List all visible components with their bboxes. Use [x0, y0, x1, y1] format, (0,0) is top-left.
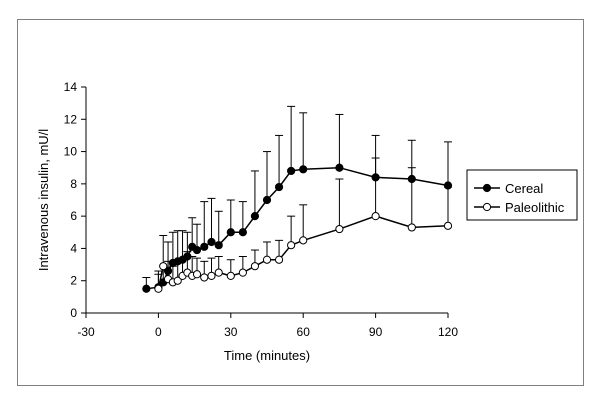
- y-tick-label: 14: [64, 80, 78, 94]
- paleolithic-point: [407, 223, 416, 232]
- cereal-point: [287, 166, 296, 176]
- cereal-point: [142, 284, 151, 293]
- cereal-point: [274, 182, 284, 192]
- paleolithic-point: [299, 236, 308, 245]
- cereal-point: [200, 242, 209, 251]
- x-tick-label: 0: [155, 325, 162, 339]
- paleolithic-point: [335, 224, 344, 234]
- paleolithic-point: [443, 221, 453, 230]
- cereal-point: [262, 195, 272, 205]
- paleolithic-point: [287, 241, 296, 250]
- y-tick-label: 10: [64, 145, 78, 159]
- y-tick-label: 12: [64, 112, 78, 126]
- series-lines: [146, 166, 449, 290]
- error-bars: [142, 105, 452, 289]
- legend-box: [466, 169, 578, 221]
- y-tick-label: 4: [70, 241, 77, 255]
- paleolithic-point: [250, 262, 260, 271]
- paleolithic-point: [371, 212, 380, 221]
- cereal-series-line: [146, 166, 449, 290]
- x-axis-title: Time (minutes): [224, 348, 310, 363]
- y-tick-label: 2: [70, 274, 77, 288]
- cereal-point: [214, 241, 223, 250]
- cereal-point: [238, 228, 247, 237]
- cereal-point: [407, 174, 416, 184]
- cereal-point: [335, 163, 344, 172]
- x-tick-label: 120: [438, 325, 458, 339]
- cereal-point: [207, 237, 216, 247]
- cereal-point: [226, 228, 235, 237]
- paleolithic-point: [226, 271, 235, 280]
- legend-label-paleolithic: Paleolithic: [505, 200, 565, 215]
- y-tick-label: 6: [70, 209, 77, 223]
- legend-label-cereal: Cereal: [505, 181, 543, 196]
- cereal-legend-marker: [482, 183, 492, 193]
- x-tick-label: -30: [77, 325, 95, 339]
- paleolithic-point: [207, 271, 216, 280]
- cereal-point: [192, 245, 202, 255]
- paleolithic-point: [238, 268, 247, 277]
- paleolithic-point: [274, 255, 284, 264]
- cereal-point: [371, 173, 380, 182]
- x-tick-label: 60: [297, 325, 311, 339]
- y-tick-label: 8: [70, 177, 77, 191]
- x-tick-label: 90: [369, 325, 383, 339]
- cereal-point: [183, 252, 192, 261]
- cereal-point: [250, 212, 260, 221]
- paleolithic-point: [214, 268, 223, 277]
- cereal-point: [299, 165, 308, 174]
- cereal-point: [163, 266, 173, 276]
- legend: Cereal Paleolithic: [466, 169, 578, 221]
- axes: [81, 86, 449, 318]
- y-tick-label: 0: [70, 306, 77, 320]
- paleolithic-point: [154, 284, 163, 293]
- paleolithic-point: [173, 276, 182, 285]
- paleolithic-legend-marker: [482, 202, 492, 212]
- series-markers: [142, 163, 453, 293]
- paleolithic-point: [262, 255, 272, 264]
- x-tick-label: 30: [224, 325, 238, 339]
- paleolithic-point: [200, 273, 209, 282]
- cereal-point: [443, 181, 453, 190]
- paleolithic-point: [192, 270, 202, 279]
- y-axis-title: Intravenous insulin, mU/l: [36, 129, 51, 271]
- paleolithic-point: [159, 262, 168, 271]
